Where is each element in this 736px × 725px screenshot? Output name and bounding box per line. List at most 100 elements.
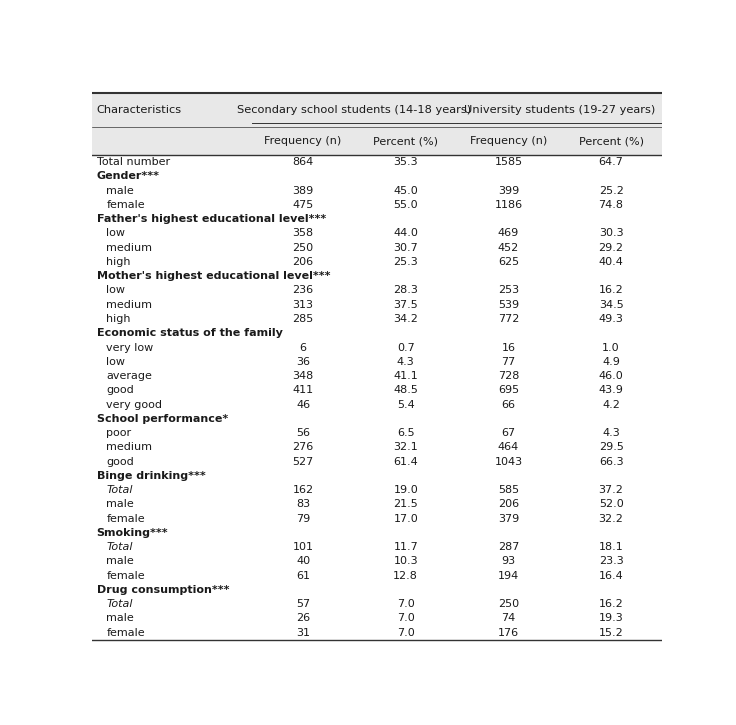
Text: 36: 36 <box>296 357 310 367</box>
Text: male: male <box>106 556 134 566</box>
Text: 61: 61 <box>296 571 310 581</box>
Text: 399: 399 <box>498 186 519 196</box>
Text: Percent (%): Percent (%) <box>578 136 643 146</box>
Text: 728: 728 <box>498 371 519 381</box>
Text: 49.3: 49.3 <box>598 314 623 324</box>
Text: Father's highest educational level***: Father's highest educational level*** <box>96 215 326 224</box>
Text: 55.0: 55.0 <box>394 200 418 210</box>
Text: female: female <box>106 513 145 523</box>
Text: 30.7: 30.7 <box>393 243 418 253</box>
Text: Total: Total <box>106 599 132 609</box>
Text: Mother's highest educational level***: Mother's highest educational level*** <box>96 271 330 281</box>
Text: 40.4: 40.4 <box>598 257 623 267</box>
Text: 7.0: 7.0 <box>397 599 414 609</box>
Text: 194: 194 <box>498 571 519 581</box>
Text: 28.3: 28.3 <box>393 286 418 296</box>
Text: very low: very low <box>106 342 154 352</box>
Text: 4.3: 4.3 <box>397 357 414 367</box>
Text: 276: 276 <box>292 442 314 452</box>
Text: 31: 31 <box>296 628 310 637</box>
Text: 287: 287 <box>498 542 519 552</box>
Text: 18.1: 18.1 <box>598 542 623 552</box>
Text: 10.3: 10.3 <box>394 556 418 566</box>
Text: 16: 16 <box>501 342 515 352</box>
Text: 7.0: 7.0 <box>397 613 414 624</box>
Text: University students (19-27 years): University students (19-27 years) <box>464 105 655 115</box>
Text: 411: 411 <box>292 385 314 395</box>
Text: School performance*: School performance* <box>96 414 228 424</box>
Text: Characteristics: Characteristics <box>96 105 182 115</box>
Text: 15.2: 15.2 <box>598 628 623 637</box>
Text: Percent (%): Percent (%) <box>373 136 438 146</box>
Text: 34.2: 34.2 <box>393 314 418 324</box>
Text: 26: 26 <box>296 613 310 624</box>
Text: 348: 348 <box>292 371 314 381</box>
Text: 12.8: 12.8 <box>393 571 418 581</box>
Text: low: low <box>106 357 125 367</box>
Text: Smoking***: Smoking*** <box>96 528 169 538</box>
Text: poor: poor <box>106 428 132 438</box>
Text: 236: 236 <box>292 286 314 296</box>
Text: 5.4: 5.4 <box>397 399 414 410</box>
Text: male: male <box>106 500 134 509</box>
Text: Binge drinking***: Binge drinking*** <box>96 471 205 481</box>
Text: 1585: 1585 <box>495 157 523 167</box>
Text: male: male <box>106 613 134 624</box>
Text: 539: 539 <box>498 299 519 310</box>
Text: 61.4: 61.4 <box>393 457 418 466</box>
Text: male: male <box>106 186 134 196</box>
Text: medium: medium <box>106 442 152 452</box>
Text: 23.3: 23.3 <box>598 556 623 566</box>
Text: Total number: Total number <box>96 157 170 167</box>
Text: 46.0: 46.0 <box>598 371 623 381</box>
Text: 6: 6 <box>300 342 307 352</box>
Text: 389: 389 <box>292 186 314 196</box>
Text: average: average <box>106 371 152 381</box>
Text: 32.2: 32.2 <box>598 513 623 523</box>
Text: 32.1: 32.1 <box>393 442 418 452</box>
Text: Total: Total <box>106 485 132 495</box>
Text: Secondary school students (14-18 years): Secondary school students (14-18 years) <box>237 105 472 115</box>
Text: 469: 469 <box>498 228 519 239</box>
Text: 16.4: 16.4 <box>598 571 623 581</box>
Text: 452: 452 <box>498 243 519 253</box>
Text: 475: 475 <box>292 200 314 210</box>
Text: medium: medium <box>106 299 152 310</box>
Text: 4.9: 4.9 <box>602 357 620 367</box>
Text: 101: 101 <box>292 542 314 552</box>
Text: 4.3: 4.3 <box>602 428 620 438</box>
Text: 17.0: 17.0 <box>393 513 418 523</box>
Text: 695: 695 <box>498 385 519 395</box>
Text: 625: 625 <box>498 257 519 267</box>
Text: 64.7: 64.7 <box>598 157 623 167</box>
Text: 4.2: 4.2 <box>602 399 620 410</box>
Text: 206: 206 <box>292 257 314 267</box>
Text: 83: 83 <box>296 500 310 509</box>
Text: 77: 77 <box>501 357 515 367</box>
Text: 253: 253 <box>498 286 519 296</box>
Text: 464: 464 <box>498 442 519 452</box>
Text: 67: 67 <box>501 428 515 438</box>
Text: 40: 40 <box>296 556 310 566</box>
Text: 864: 864 <box>292 157 314 167</box>
Text: 527: 527 <box>292 457 314 466</box>
Text: 772: 772 <box>498 314 519 324</box>
Bar <box>92 127 662 155</box>
Text: female: female <box>106 628 145 637</box>
Text: 16.2: 16.2 <box>598 599 623 609</box>
Text: 34.5: 34.5 <box>598 299 623 310</box>
Text: 25.3: 25.3 <box>393 257 418 267</box>
Text: 19.0: 19.0 <box>393 485 418 495</box>
Text: Frequency (n): Frequency (n) <box>470 136 547 146</box>
Text: very good: very good <box>106 399 162 410</box>
Text: 1.0: 1.0 <box>602 342 620 352</box>
Text: 37.5: 37.5 <box>393 299 418 310</box>
Text: 35.3: 35.3 <box>394 157 418 167</box>
Text: 30.3: 30.3 <box>599 228 623 239</box>
Text: 206: 206 <box>498 500 519 509</box>
Text: 43.9: 43.9 <box>598 385 623 395</box>
Text: 57: 57 <box>296 599 310 609</box>
Text: 313: 313 <box>292 299 314 310</box>
Text: female: female <box>106 571 145 581</box>
Text: 585: 585 <box>498 485 519 495</box>
